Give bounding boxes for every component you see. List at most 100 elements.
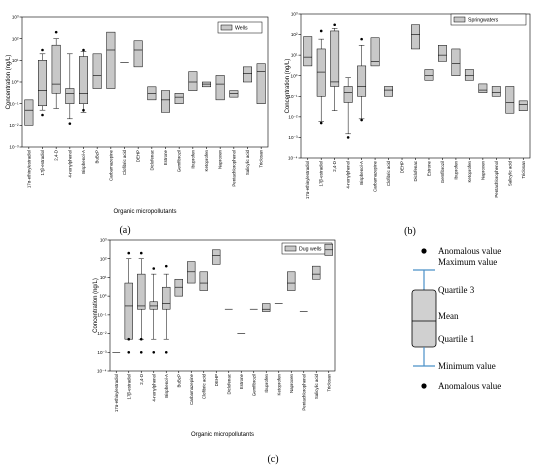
p2-outlier-point	[127, 251, 131, 255]
p2-y-axis-label: Concentration (ng/L)	[93, 278, 99, 333]
p1-legend-box	[450, 13, 527, 26]
p0-box	[92, 53, 102, 89]
p0-y-axis-label: Concentration (ng/L)	[6, 55, 12, 110]
p0-category-label: 4-nonylphenol	[67, 150, 72, 178]
key-box	[411, 289, 437, 348]
p2-outlier-point	[127, 350, 131, 354]
key-quartile1-label: Quartile 1	[438, 334, 474, 344]
p2-box	[149, 301, 158, 310]
p2-box	[199, 271, 208, 291]
p1-box	[303, 36, 313, 67]
p1-box	[424, 69, 434, 81]
p1-category-label: Carbamazepine	[373, 160, 378, 192]
p2-category-label: DEHP	[214, 374, 219, 386]
p0-category-label: Carbamazepine	[108, 149, 113, 181]
p2-outlier-point	[164, 350, 168, 354]
panel-b-chart: 10⁻⁴ 10⁻³ 10⁻² 10⁻¹ 10⁰ 10¹ 10² 10³ Concentratio…	[285, 12, 531, 199]
key-mean-label: Mean	[438, 311, 459, 321]
p0-category-label: 2,4-D	[54, 150, 59, 161]
p1-legend-swatch	[453, 16, 466, 23]
p0-box	[256, 63, 266, 104]
p2-box	[287, 271, 296, 291]
p0-outlier-point	[41, 113, 44, 117]
key-maximum-label: Maximum value	[438, 257, 497, 267]
p2-category-label: BuBzP	[176, 374, 181, 387]
p2-x-axis-label: Organic micropollutants	[191, 432, 254, 438]
p1-box	[411, 24, 420, 50]
p0-box	[106, 31, 116, 89]
p0-category-label: 17α-ethinylestradiol	[26, 150, 31, 188]
key-anomalous-bottom-dot	[421, 383, 427, 389]
p0-box	[243, 66, 252, 83]
p0-legend-swatch	[220, 24, 233, 31]
p0-box	[38, 60, 47, 107]
p2-y-tick-label: 10²	[100, 256, 107, 261]
p2-outlier-point	[139, 350, 143, 354]
p2-category-label: Naproxen	[289, 373, 294, 393]
p0-category-label: Bisphenol-A	[81, 150, 86, 174]
p0-category-label: Salicylic acid	[245, 149, 250, 175]
p2-category-label: Triclosan	[326, 373, 331, 391]
key-anomalous-top-label: Anomalous value	[438, 246, 501, 256]
p0-box	[215, 75, 225, 101]
p0-y-tick-label: 10²	[12, 36, 19, 41]
p1-y-tick-label: 10²	[291, 32, 298, 37]
p2-y-tick-label: 10⁻²	[97, 331, 107, 336]
p1-y-tick-label: 10⁻¹	[288, 94, 298, 99]
p2-outlier-point	[127, 337, 131, 341]
p2-y-tick-label: 10⁻³	[97, 350, 107, 355]
p2-category-label: Salicylic acid	[314, 373, 319, 399]
p1-outlier-point	[360, 118, 363, 122]
p1-box	[370, 37, 380, 67]
p0-category-label: Pentachlorophenol	[231, 150, 236, 187]
p1-category-label: Bisphenol-A	[359, 161, 364, 185]
p1-box	[384, 86, 393, 97]
p2-plot-frame	[109, 239, 336, 372]
key-quartile3-label: Quartile 3	[438, 285, 475, 295]
p2-category-label: Carbamazepine	[189, 373, 194, 405]
p0-box	[133, 40, 143, 68]
p0-box	[65, 88, 75, 104]
p2-outlier-point	[152, 350, 156, 354]
p1-box	[330, 30, 340, 87]
p0-outlier-point	[54, 30, 58, 34]
p2-box	[137, 273, 146, 310]
p1-category-label: 2,4-D	[332, 161, 337, 172]
p2-y-tick-label: 10⁻¹	[97, 312, 107, 317]
p0-category-label: DEHP	[136, 150, 141, 162]
p0-box	[202, 81, 211, 88]
p1-category-label: Triclosan	[521, 160, 526, 178]
p0-category-label: Naproxen	[218, 149, 223, 169]
p1-legend-label: Springwaters	[468, 18, 499, 24]
p0-box	[188, 71, 198, 91]
p2-outlier-point	[139, 251, 143, 255]
key-anomalous-top-dot	[421, 248, 427, 254]
p1-category-label: Pentachlorophenol	[494, 161, 499, 198]
p1-category-label: Clofibric acid	[386, 160, 391, 186]
p0-y-tick-label: 10⁻³	[9, 145, 19, 150]
p0-box	[51, 44, 61, 94]
p2-y-tick-label: 10³	[100, 238, 107, 243]
p0-legend-box	[217, 21, 263, 34]
p2-box	[312, 265, 321, 280]
p0-category-label: Clofibric acid	[122, 149, 127, 175]
p1-y-axis-label: Concentration (ng/L)	[285, 59, 291, 114]
panel-c-label: (c)	[267, 454, 278, 465]
p1-y-tick-label: 10⁻²	[288, 114, 298, 119]
p2-legend-swatch	[284, 245, 297, 252]
p2-box	[124, 282, 133, 340]
p1-y-tick-label: 10⁻³	[288, 135, 298, 140]
p1-category-label: Ibuprofen	[453, 160, 458, 179]
p0-category-label: 17β-estradiol	[40, 150, 45, 175]
p0-outlier-point	[68, 122, 72, 125]
p0-outlier-point	[82, 48, 85, 52]
panel-a-label: (a)	[119, 225, 130, 236]
p0-legend-label: Wells	[235, 26, 248, 32]
p2-box	[187, 261, 196, 284]
p0-category-label: Ibuprofen	[190, 149, 195, 168]
p1-box	[505, 86, 515, 114]
p0-box	[24, 99, 34, 126]
p1-category-label: Estrone	[426, 160, 431, 176]
p2-legend-label: Dug wells	[299, 247, 322, 253]
p0-y-tick-label: 10⁰	[12, 80, 19, 85]
